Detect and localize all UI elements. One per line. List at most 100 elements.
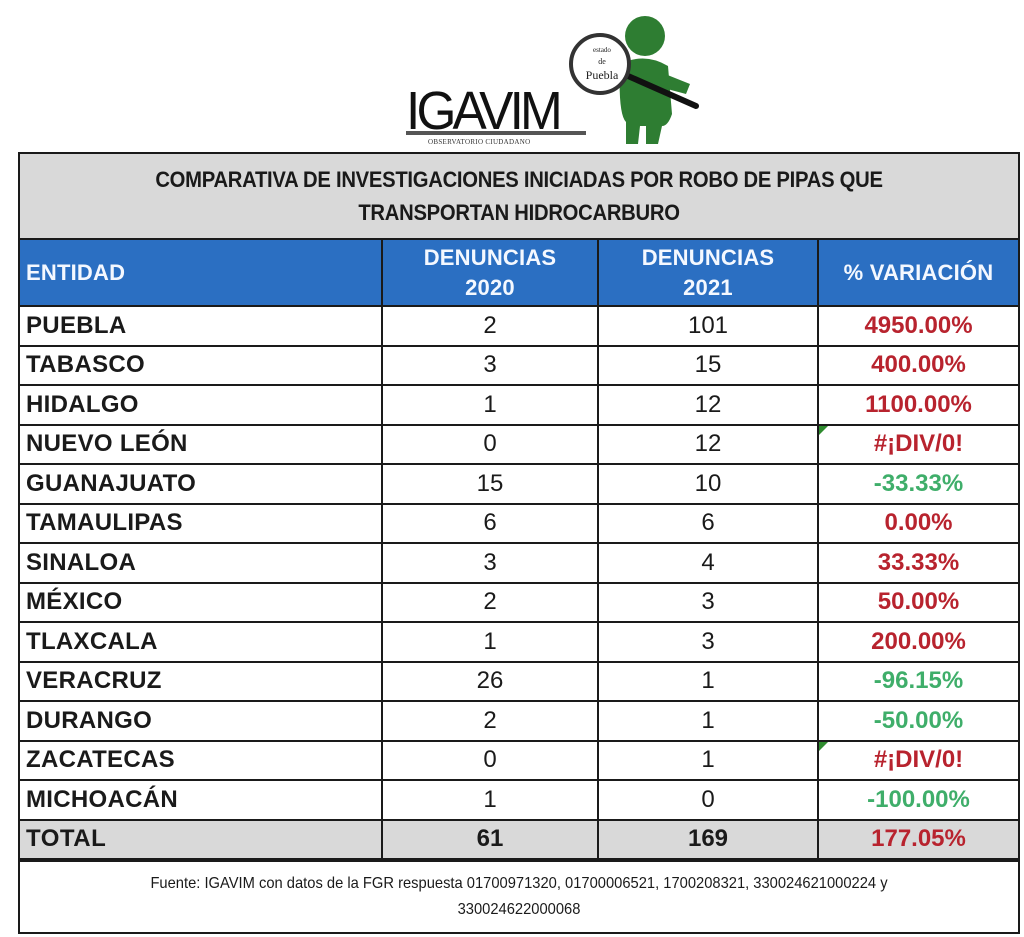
variacion-value: 0.00%: [884, 509, 953, 537]
cell-denuncias-2020: 2: [381, 306, 599, 347]
table-row: TAMAULIPAS 6 6 0.00%: [20, 502, 1018, 544]
cell-variacion: #¡DIV/0!: [817, 739, 1018, 781]
cell-denuncias-2021: 12: [597, 423, 819, 465]
cell-variacion: 0.00%: [817, 502, 1018, 544]
variacion-value: 177.05%: [871, 825, 966, 853]
header-denuncias-2020-line2: 2020: [465, 274, 515, 300]
cell-entidad: MICHOACÁN: [20, 779, 383, 821]
cell-denuncias-2021: 3: [597, 581, 819, 623]
cell-entidad: TOTAL: [20, 818, 383, 860]
variacion-value: 200.00%: [871, 627, 966, 655]
header-denuncias-2021: DENUNCIAS 2021: [597, 240, 819, 307]
cell-denuncias-2020: 2: [381, 581, 599, 623]
table-row: SINALOA 3 4 33.33%: [20, 542, 1018, 584]
report-table-container: COMPARATIVA DE INVESTIGACIONES INICIADAS…: [18, 152, 1020, 934]
comparison-table: ENTIDAD DENUNCIAS 2020 DENUNCIAS 2021 % …: [20, 240, 1018, 860]
table-row: MICHOACÁN 1 0 -100.00%: [20, 779, 1018, 821]
header-variacion: % VARIACIÓN: [817, 240, 1018, 307]
cell-entidad: NUEVO LEÓN: [20, 423, 383, 465]
table-row: GUANAJUATO 15 10 -33.33%: [20, 463, 1018, 505]
igavim-logo: estado de Puebla IGAVIM OBSERVATORIO CIU…: [400, 14, 700, 150]
cell-entidad: SINALOA: [20, 542, 383, 584]
cell-entidad: DURANGO: [20, 700, 383, 742]
variacion-value: 33.33%: [877, 548, 960, 576]
cell-entidad: MÉXICO: [20, 581, 383, 623]
cell-variacion: -50.00%: [817, 700, 1018, 742]
cell-variacion: 400.00%: [817, 344, 1018, 386]
variacion-value: -100.00%: [867, 785, 970, 813]
header-row: ENTIDAD DENUNCIAS 2020 DENUNCIAS 2021 % …: [20, 240, 1018, 307]
source-note: Fuente: IGAVIM con datos de la FGR respu…: [150, 875, 888, 918]
cell-denuncias-2021: 101: [597, 306, 819, 347]
variacion-value: -96.15%: [873, 667, 964, 695]
cell-variacion: 1100.00%: [817, 384, 1018, 426]
table-row: HIDALGO 1 12 1100.00%: [20, 384, 1018, 426]
variacion-value: 400.00%: [871, 351, 966, 379]
table-title: COMPARATIVA DE INVESTIGACIONES INICIADAS…: [155, 167, 883, 225]
cell-denuncias-2021: 15: [597, 344, 819, 386]
cell-denuncias-2020: 1: [381, 779, 599, 821]
variacion-value: -33.33%: [873, 469, 964, 497]
logo-subtitle: OBSERVATORIO CIUDADANO: [428, 138, 531, 146]
cell-denuncias-2021: 169: [597, 818, 819, 860]
table-body: PUEBLA 2 101 4950.00% TABASCO 3 15 400.0…: [20, 306, 1018, 860]
table-row: TABASCO 3 15 400.00%: [20, 344, 1018, 386]
logo-wordmark: IGAVIM: [406, 81, 563, 141]
header-denuncias-2020: DENUNCIAS 2020: [381, 240, 599, 307]
cell-denuncias-2021: 3: [597, 621, 819, 663]
magnifier-text-estado: estado: [593, 46, 611, 54]
cell-entidad: GUANAJUATO: [20, 463, 383, 505]
variacion-value: 50.00%: [877, 588, 960, 616]
table-title-row: COMPARATIVA DE INVESTIGACIONES INICIADAS…: [20, 154, 1018, 240]
cell-denuncias-2021: 1: [597, 700, 819, 742]
source-footer: Fuente: IGAVIM con datos de la FGR respu…: [20, 860, 1018, 932]
cell-variacion: -100.00%: [817, 779, 1018, 821]
magnifier-text-puebla: Puebla: [585, 68, 619, 82]
header-entidad: ENTIDAD: [20, 240, 383, 307]
magnifier-text-de: de: [598, 57, 606, 66]
table-row: PUEBLA 2 101 4950.00%: [20, 306, 1018, 347]
cell-entidad: ZACATECAS: [20, 739, 383, 781]
error-indicator-icon: [819, 425, 828, 435]
table-row: TLAXCALA 1 3 200.00%: [20, 621, 1018, 663]
cell-denuncias-2021: 6: [597, 502, 819, 544]
table-row: VERACRUZ 26 1 -96.15%: [20, 660, 1018, 702]
cell-entidad: HIDALGO: [20, 384, 383, 426]
cell-variacion: #¡DIV/0!: [817, 423, 1018, 465]
cell-variacion: -33.33%: [817, 463, 1018, 505]
cell-denuncias-2021: 4: [597, 542, 819, 584]
logo-underline: [406, 131, 586, 135]
table-row: NUEVO LEÓN 0 12 #¡DIV/0!: [20, 423, 1018, 465]
cell-entidad: TAMAULIPAS: [20, 502, 383, 544]
cell-denuncias-2020: 6: [381, 502, 599, 544]
header-denuncias-2021-line1: DENUNCIAS: [641, 244, 775, 270]
variacion-value: 4950.00%: [864, 311, 973, 339]
cell-entidad: TLAXCALA: [20, 621, 383, 663]
cell-variacion: 50.00%: [817, 581, 1018, 623]
cell-entidad: VERACRUZ: [20, 660, 383, 702]
cell-denuncias-2020: 1: [381, 621, 599, 663]
cell-variacion: 177.05%: [817, 818, 1018, 860]
cell-denuncias-2021: 10: [597, 463, 819, 505]
cell-entidad: PUEBLA: [20, 306, 383, 347]
error-indicator-icon: [819, 741, 828, 751]
cell-denuncias-2021: 1: [597, 739, 819, 781]
cell-denuncias-2020: 2: [381, 700, 599, 742]
cell-denuncias-2021: 12: [597, 384, 819, 426]
cell-denuncias-2020: 61: [381, 818, 599, 860]
variacion-value: -50.00%: [873, 706, 964, 734]
header-denuncias-2020-line1: DENUNCIAS: [423, 244, 557, 270]
variacion-value: #¡DIV/0!: [873, 430, 964, 458]
table-row: DURANGO 2 1 -50.00%: [20, 700, 1018, 742]
cell-denuncias-2020: 0: [381, 739, 599, 781]
cell-denuncias-2020: 26: [381, 660, 599, 702]
cell-variacion: 33.33%: [817, 542, 1018, 584]
cell-variacion: 4950.00%: [817, 306, 1018, 347]
variacion-value: 1100.00%: [865, 390, 972, 418]
cell-variacion: -96.15%: [817, 660, 1018, 702]
cell-entidad: TABASCO: [20, 344, 383, 386]
table-row: ZACATECAS 0 1 #¡DIV/0!: [20, 739, 1018, 781]
cell-denuncias-2020: 3: [381, 542, 599, 584]
cell-denuncias-2021: 0: [597, 779, 819, 821]
